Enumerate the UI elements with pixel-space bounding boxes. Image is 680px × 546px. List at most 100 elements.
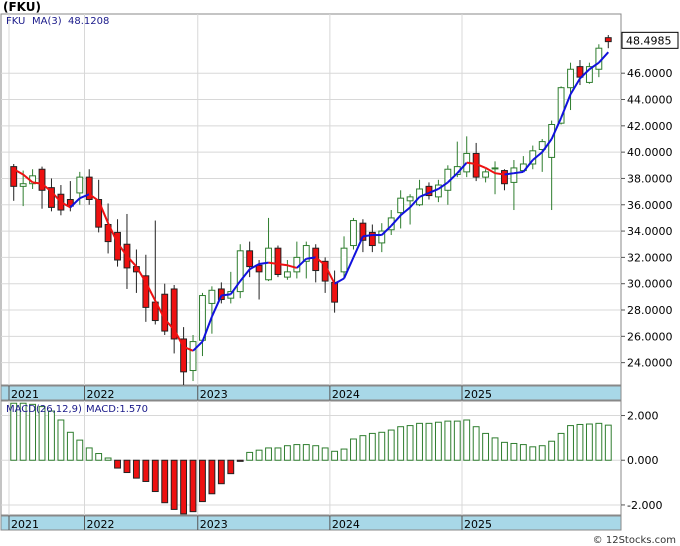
ma-line-segment [173, 329, 185, 348]
macd-bar-positive [95, 453, 103, 461]
macd-bar-positive [255, 449, 263, 461]
candle-up [510, 167, 518, 183]
macd-bar-negative [199, 459, 206, 503]
ma-line-segment [22, 173, 34, 184]
price-tick-label: 44.0000 [627, 94, 673, 107]
macd-bar-positive [548, 440, 556, 461]
macd-bar-positive [293, 444, 301, 461]
macd-bar-negative [132, 459, 140, 479]
macd-bar-positive [85, 447, 93, 461]
ma-line-segment [13, 168, 24, 176]
ma-line-segment [428, 188, 439, 194]
candle-up [208, 289, 216, 304]
macd-x-tick-label: 2022 [87, 518, 115, 531]
candle-up [265, 247, 272, 281]
candle-down [38, 168, 46, 191]
ma-line-segment [116, 242, 128, 257]
macd-tick-label: -2.000 [627, 499, 662, 512]
ma-line-segment [532, 151, 543, 161]
candle-up [585, 66, 593, 83]
ma-line-segment [409, 196, 421, 209]
ma-line-segment [598, 51, 610, 64]
candle-up [302, 245, 310, 262]
ma-line-segment [334, 277, 345, 285]
ma-line-segment [192, 340, 204, 352]
macd-bar-negative [236, 459, 244, 462]
ma-line-segment [268, 261, 279, 265]
macd-bar-positive [463, 419, 471, 461]
macd-legend-label: MACD(26,12,9) [6, 404, 82, 415]
price-x-tick-label: 2024 [332, 388, 360, 401]
macd-bar-positive [57, 419, 65, 461]
price-x-tick-label: 2023 [200, 388, 228, 401]
macd-bar-positive [104, 457, 112, 461]
candle-down [331, 281, 339, 303]
macd-x-tick-label: 2024 [332, 518, 360, 531]
candle-down [142, 275, 150, 308]
macd-bar-negative [114, 459, 121, 469]
candle-down [10, 166, 18, 187]
chart-title: (FKU) [3, 0, 41, 14]
candle-up [350, 220, 357, 247]
macd-bar-positive [340, 448, 348, 461]
ma-line-segment [88, 193, 100, 202]
price-legend-ticker: FKU [6, 16, 25, 27]
candle-up [557, 87, 565, 124]
ma-line-segment [485, 167, 496, 175]
macd-bar-positive [491, 437, 499, 461]
macd-bar-positive [246, 451, 254, 461]
macd-bar-positive [29, 403, 37, 461]
macd-bar-positive [302, 444, 310, 461]
ma-line-segment [41, 182, 53, 193]
macd-bar-positive [482, 432, 490, 461]
ma-line-segment [210, 295, 223, 317]
macd-bar-negative [161, 459, 169, 504]
ma-line-segment [144, 281, 157, 302]
candle-up [189, 341, 197, 372]
candle-down [368, 231, 376, 247]
price-x-tick-label: 2022 [87, 388, 115, 401]
ma-line-segment [315, 256, 326, 267]
candle-down [48, 187, 55, 208]
candle-up [397, 197, 405, 214]
macd-bar-positive [10, 402, 18, 461]
macd-bar-positive [368, 432, 376, 461]
ma-line-segment [163, 318, 175, 331]
price-tick-label: 42.0000 [627, 120, 673, 133]
macd-bar-positive [501, 441, 508, 461]
ma-line-segment [550, 117, 563, 140]
ma-line-segment [201, 316, 213, 342]
candle-up [491, 167, 499, 170]
price-tick-label: 32.0000 [627, 251, 673, 264]
macd-bar-positive [397, 426, 405, 461]
candle-down [246, 250, 254, 268]
macd-bar-negative [189, 459, 197, 513]
candle-up [236, 250, 244, 293]
ma-line-segment [569, 77, 581, 95]
price-x-tick-label: 2025 [464, 388, 492, 401]
macd-bar-positive [595, 422, 603, 461]
candle-down [95, 199, 103, 228]
macd-x-axis-band [0, 515, 622, 531]
ma-line-segment [324, 264, 336, 285]
ma-line-segment [343, 256, 355, 279]
price-tick-label: 40.0000 [627, 146, 673, 159]
macd-bar-positive [274, 447, 282, 461]
macd-bar-positive [312, 445, 320, 461]
macd-bar-positive [604, 424, 612, 461]
macd-bar-positive [472, 426, 480, 461]
ma-line-segment [475, 163, 486, 169]
candle-down [274, 247, 282, 275]
macd-bar-positive [350, 438, 357, 461]
candle-up [482, 171, 490, 178]
macd-bar-positive [434, 421, 442, 461]
macd-bar-positive [76, 439, 84, 461]
ma-line-segment [390, 214, 402, 227]
ma-line-segment [60, 201, 71, 209]
macd-bar-positive [576, 423, 584, 461]
macd-bar-positive [19, 402, 27, 461]
ma-line-segment [221, 293, 231, 297]
macd-bar-positive [38, 406, 46, 461]
macd-x-tick-label: 2025 [464, 518, 492, 531]
price-tick-label: 34.0000 [627, 225, 673, 238]
